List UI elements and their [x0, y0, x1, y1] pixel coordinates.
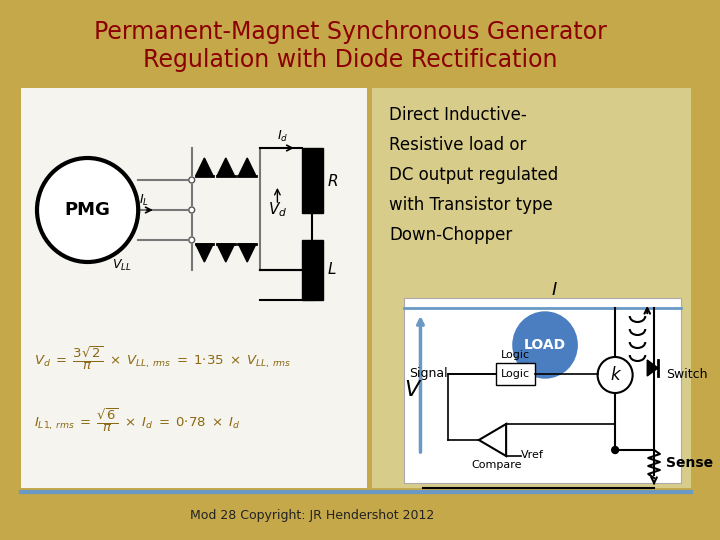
Circle shape: [37, 158, 138, 262]
Bar: [22, 88, 367, 488]
Bar: [372, 88, 691, 488]
Circle shape: [189, 177, 194, 183]
Text: Mod 28 Copyright: JR Hendershot 2012: Mod 28 Copyright: JR Hendershot 2012: [190, 509, 434, 522]
Text: Logic: Logic: [501, 369, 531, 379]
Text: $I$: $I$: [552, 281, 558, 299]
Text: with Transistor type: with Transistor type: [390, 196, 553, 214]
Text: Compare: Compare: [471, 460, 521, 470]
Text: Direct Inductive-: Direct Inductive-: [390, 106, 527, 124]
Circle shape: [189, 207, 194, 213]
Text: Logic: Logic: [501, 350, 531, 360]
Polygon shape: [479, 424, 506, 456]
Polygon shape: [238, 244, 256, 262]
Polygon shape: [196, 244, 213, 262]
Text: $I_{L1,\,rms}\;=\;\dfrac{\sqrt{6}}{\pi}\;\times\;I_d\;=\;0{\cdot}78\;\times\;I_d: $I_{L1,\,rms}\;=\;\dfrac{\sqrt{6}}{\pi}\…: [34, 406, 240, 434]
Circle shape: [513, 312, 577, 378]
Polygon shape: [217, 158, 235, 176]
Text: Vref: Vref: [521, 450, 544, 460]
Polygon shape: [238, 158, 256, 176]
Text: PMG: PMG: [65, 201, 111, 219]
Text: R: R: [328, 173, 338, 188]
Text: Sense: Sense: [666, 456, 713, 470]
Text: L: L: [328, 262, 336, 278]
Bar: [302, 148, 323, 213]
Bar: [302, 240, 323, 300]
Bar: [496, 363, 535, 385]
Bar: [404, 298, 681, 483]
Text: $V_d$: $V_d$: [268, 201, 287, 219]
Polygon shape: [196, 158, 213, 176]
Text: V: V: [404, 380, 419, 400]
Text: Signal: Signal: [409, 368, 448, 381]
Text: Resistive load or: Resistive load or: [390, 136, 527, 154]
Text: Down-Chopper: Down-Chopper: [390, 226, 513, 244]
Text: k: k: [611, 366, 620, 384]
Polygon shape: [647, 360, 658, 376]
Text: $V_d\;=\;\dfrac{3\sqrt{2}}{\pi}\;\times\;V_{LL,\,rms}\;=\;1{\cdot}35\;\times\;V_: $V_d\;=\;\dfrac{3\sqrt{2}}{\pi}\;\times\…: [34, 344, 292, 372]
Text: $I_L$: $I_L$: [139, 192, 149, 207]
Text: DC output regulated: DC output regulated: [390, 166, 559, 184]
Text: Permanent-Magnet Synchronous Generator: Permanent-Magnet Synchronous Generator: [94, 20, 607, 44]
Circle shape: [598, 357, 633, 393]
Text: Switch: Switch: [666, 368, 707, 381]
Circle shape: [189, 237, 194, 243]
Text: Regulation with Diode Rectification: Regulation with Diode Rectification: [143, 48, 557, 72]
Circle shape: [612, 447, 618, 454]
Text: $V_{LL}$: $V_{LL}$: [112, 258, 132, 273]
Text: LOAD: LOAD: [524, 338, 566, 352]
Text: $I_d$: $I_d$: [276, 129, 288, 144]
Polygon shape: [217, 244, 235, 262]
